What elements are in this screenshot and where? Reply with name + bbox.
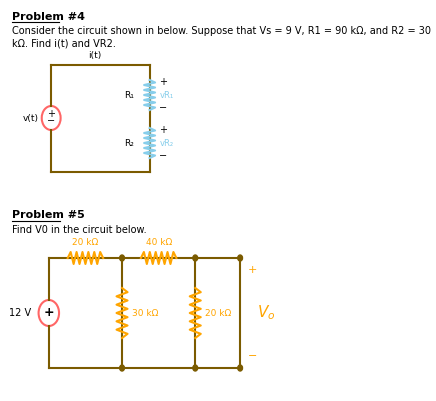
Text: +: + xyxy=(159,125,167,135)
Text: vR₂: vR₂ xyxy=(160,138,174,148)
Text: $V_o$: $V_o$ xyxy=(257,304,276,322)
Text: 40 kΩ: 40 kΩ xyxy=(146,238,172,247)
Text: +: + xyxy=(248,265,257,275)
Text: Consider the circuit shown in below. Suppose that Vs = 9 V, R1 = 90 kΩ, and R2 =: Consider the circuit shown in below. Sup… xyxy=(12,26,431,36)
Text: Problem #4: Problem #4 xyxy=(12,12,85,22)
Text: Problem #5: Problem #5 xyxy=(12,210,85,220)
Text: 20 kΩ: 20 kΩ xyxy=(72,238,99,247)
Text: 12 V: 12 V xyxy=(9,308,31,318)
Text: −: − xyxy=(159,151,167,161)
Text: vR₁: vR₁ xyxy=(160,91,174,99)
Circle shape xyxy=(119,365,124,371)
Text: 30 kΩ: 30 kΩ xyxy=(132,308,159,318)
Circle shape xyxy=(119,255,124,261)
Text: +: + xyxy=(47,109,55,119)
Circle shape xyxy=(238,365,242,371)
Text: +: + xyxy=(159,77,167,87)
Text: kΩ. Find i(t) and VR2.: kΩ. Find i(t) and VR2. xyxy=(12,38,116,48)
Circle shape xyxy=(238,255,242,261)
Circle shape xyxy=(193,255,198,261)
Text: −: − xyxy=(47,116,55,126)
Text: Find V0 in the circuit below.: Find V0 in the circuit below. xyxy=(12,225,146,235)
Text: +: + xyxy=(44,306,54,320)
Text: R₂: R₂ xyxy=(124,138,134,148)
Text: −: − xyxy=(159,103,167,113)
Text: −: − xyxy=(248,351,257,361)
Text: i(t): i(t) xyxy=(88,51,101,60)
Circle shape xyxy=(193,365,198,371)
Text: 20 kΩ: 20 kΩ xyxy=(205,308,232,318)
Text: R₁: R₁ xyxy=(124,91,134,99)
Text: v(t): v(t) xyxy=(23,113,38,122)
